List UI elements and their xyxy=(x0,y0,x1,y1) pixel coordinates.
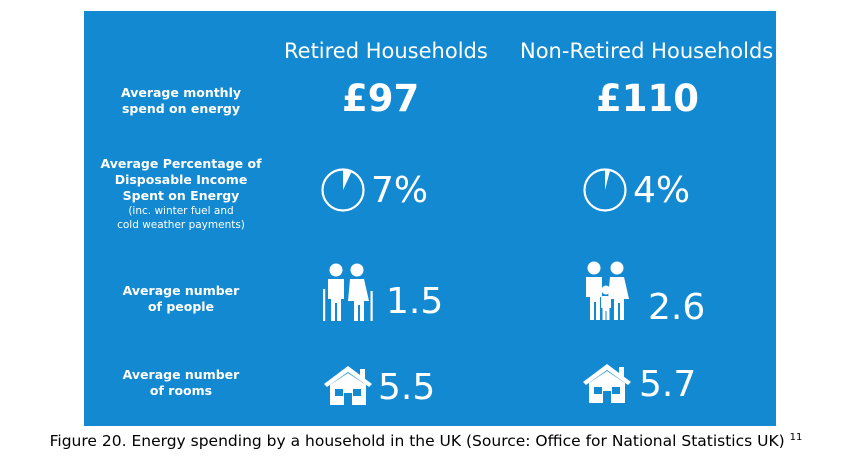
pie-slice-retired xyxy=(343,169,352,190)
caption-text: Figure 20. Energy spending by a househol… xyxy=(49,432,785,451)
row-label-disposable-pct: Average Percentage of Disposable Income … xyxy=(84,156,278,232)
retired-monthly-spend-value: £97 xyxy=(342,77,420,120)
house-icon xyxy=(324,366,372,405)
row-label-line: Average number xyxy=(122,283,240,298)
elderly-couple-icon xyxy=(323,263,373,321)
column-header-non-retired: Non-Retired Households xyxy=(520,39,774,63)
row-label-note: (inc. winter fuel and xyxy=(128,205,234,217)
pie-slice-non-retired xyxy=(605,169,611,190)
house-icon xyxy=(583,364,631,403)
row-label-people: Average number of people xyxy=(84,283,278,315)
row-label-line: Average monthly xyxy=(120,85,242,100)
row-label-line: spend on energy xyxy=(121,101,241,116)
non-retired-pct-value: 4% xyxy=(633,170,691,211)
figure-caption: Figure 20. Energy spending by a househol… xyxy=(0,432,852,450)
retired-rooms-value: 5.5 xyxy=(378,367,436,408)
non-retired-people-value: 2.6 xyxy=(648,287,706,328)
retired-pct-value: 7% xyxy=(371,170,429,211)
row-label-line: Spent on Energy xyxy=(122,188,240,203)
row-label-line: Average Percentage of xyxy=(100,156,262,171)
row-label-line: Disposable Income xyxy=(114,172,248,187)
column-header-retired: Retired Households xyxy=(284,39,488,63)
retired-people-value: 1.5 xyxy=(386,281,444,322)
row-label-line: Average number xyxy=(122,367,240,382)
non-retired-rooms-value: 5.7 xyxy=(639,364,697,405)
row-label-rooms: Average number of rooms xyxy=(84,367,278,399)
infographic-panel: Retired Households Non-Retired Household… xyxy=(84,11,776,426)
caption-reference: 11 xyxy=(789,432,803,443)
row-label-line: of people xyxy=(147,299,215,314)
row-label-line: of rooms xyxy=(149,383,213,398)
pie-chart-icon xyxy=(321,168,365,212)
row-label-monthly-spend: Average monthly spend on energy xyxy=(84,85,278,117)
row-label-note: cold weather payments) xyxy=(117,219,245,231)
non-retired-monthly-spend-value: £110 xyxy=(596,77,699,120)
pie-chart-icon xyxy=(583,168,627,212)
family-icon xyxy=(586,261,629,320)
